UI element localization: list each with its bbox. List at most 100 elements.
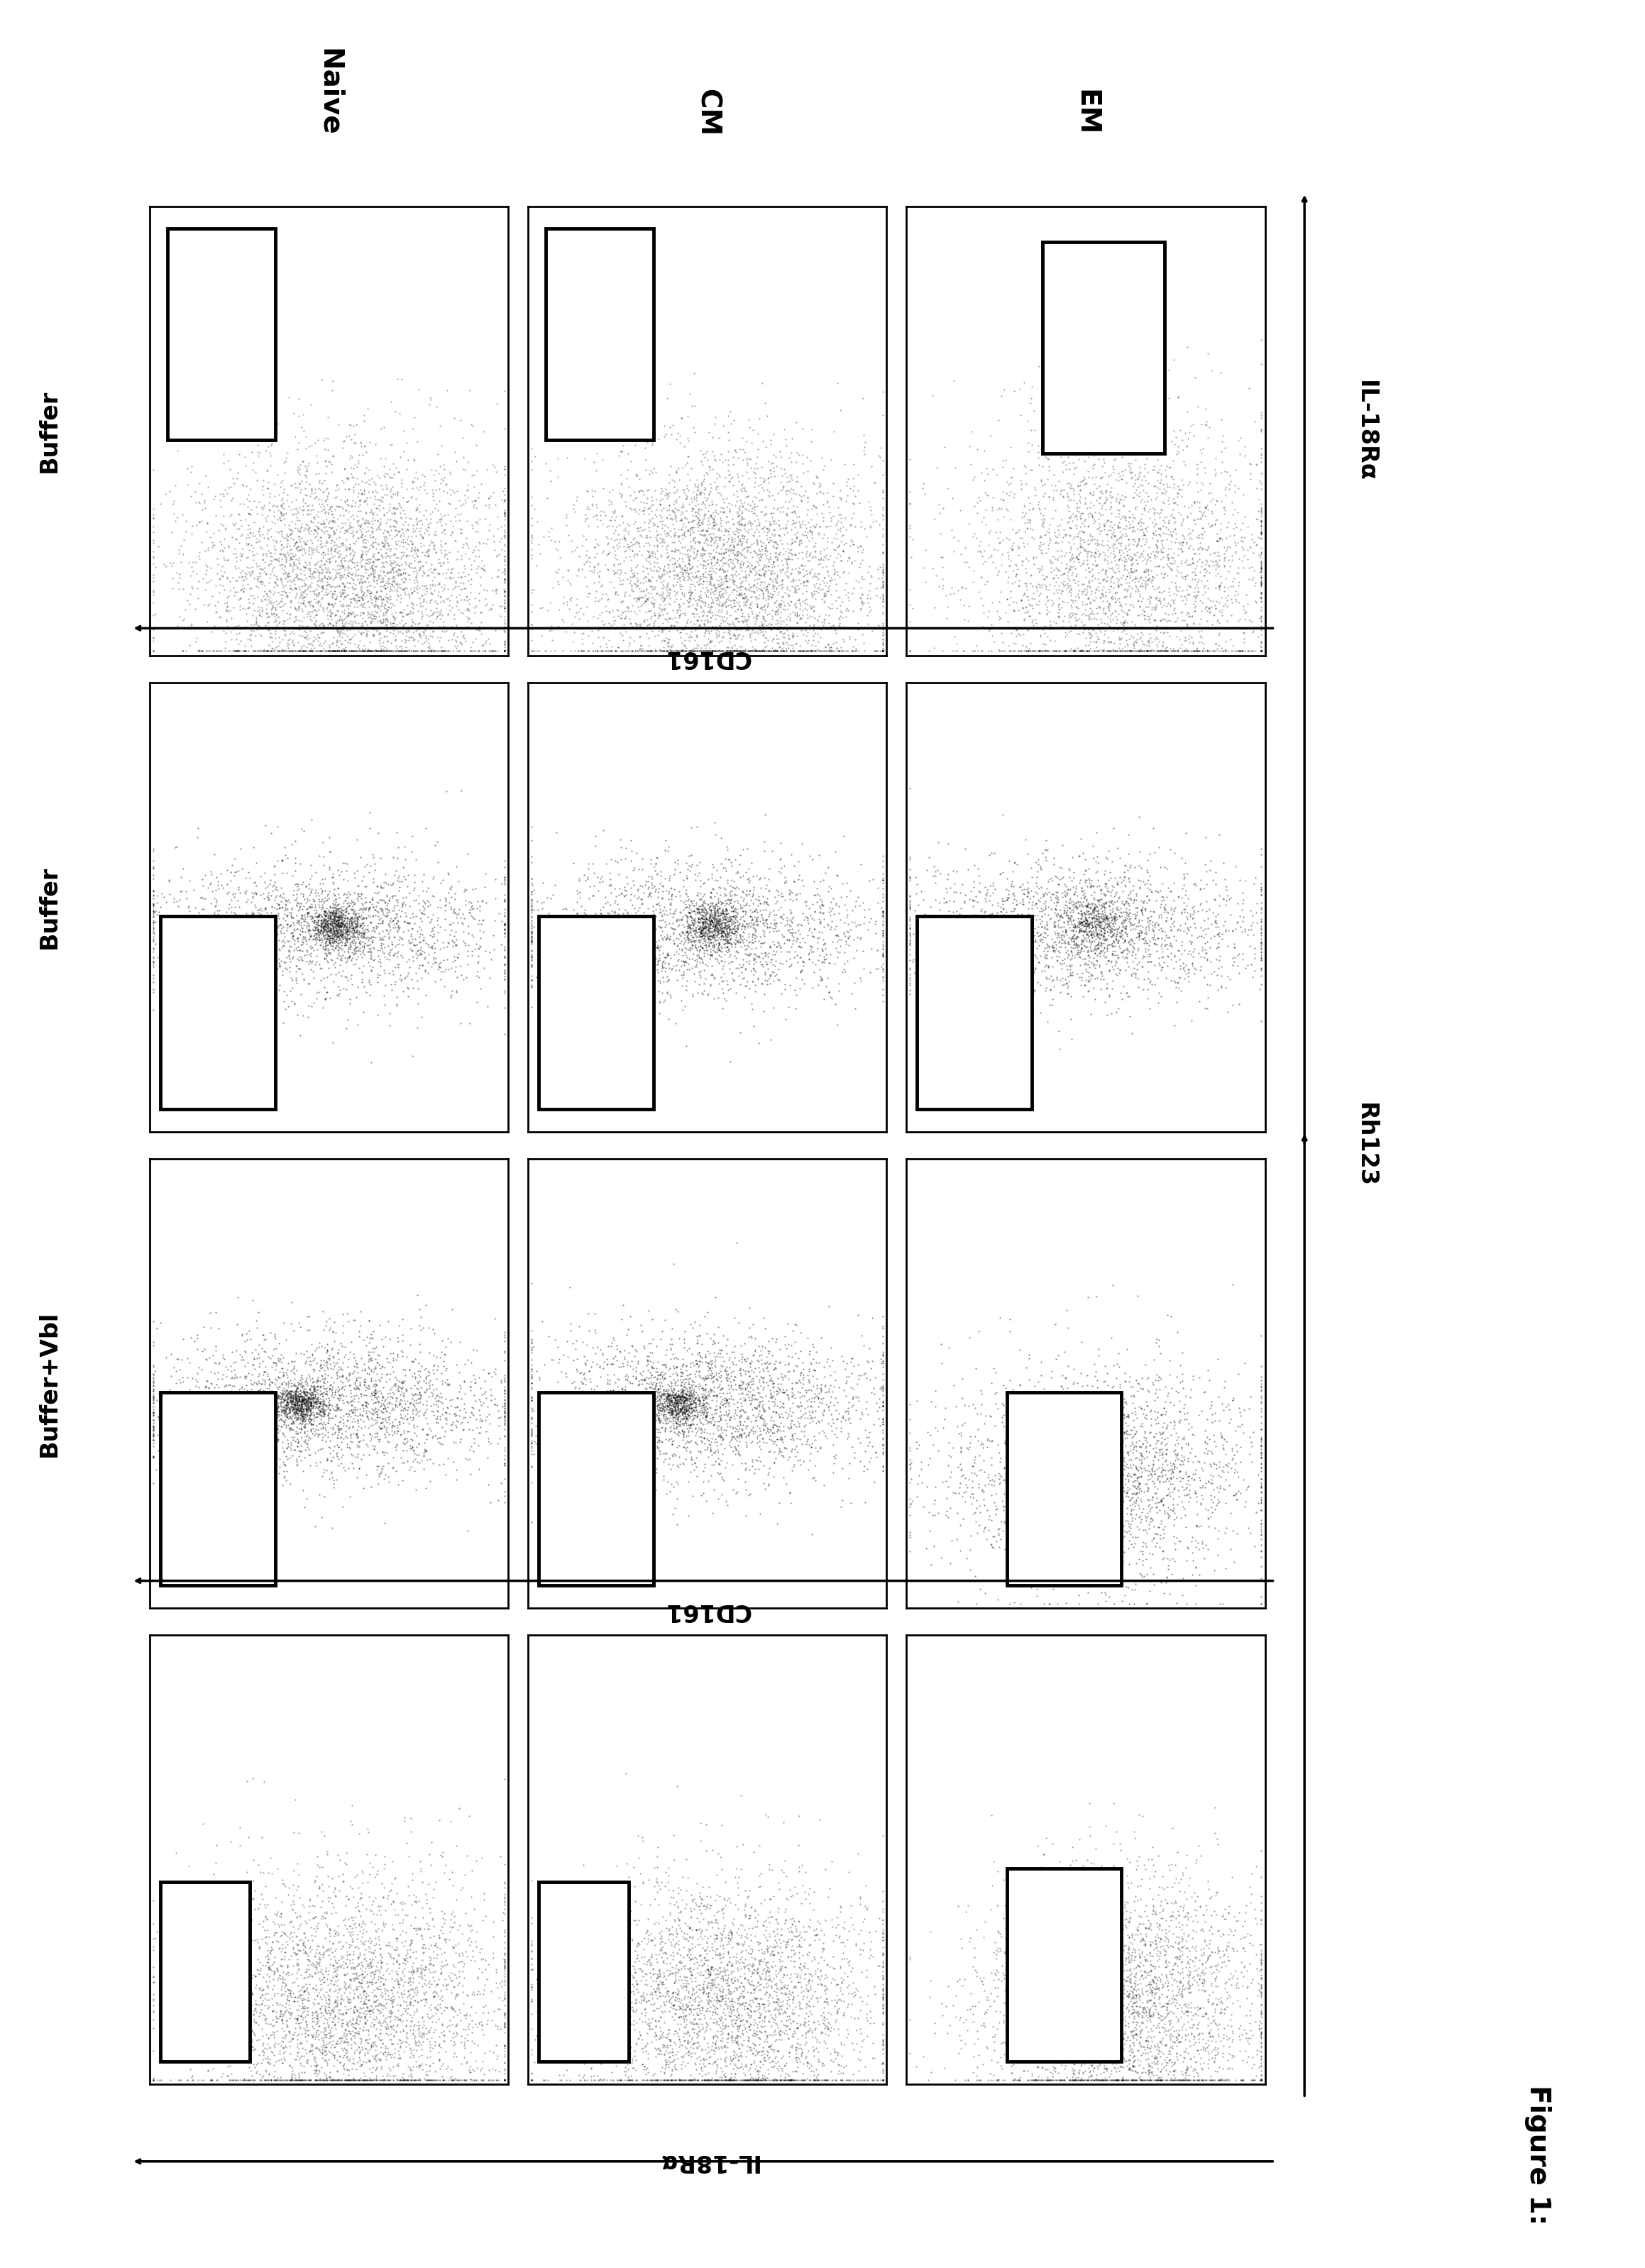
Point bbox=[368, 631, 395, 667]
Point bbox=[390, 1445, 416, 1481]
Point bbox=[962, 1987, 989, 2023]
Point bbox=[1175, 1944, 1201, 1980]
Point bbox=[714, 569, 740, 606]
Point bbox=[1155, 894, 1181, 930]
Point bbox=[283, 569, 309, 606]
Point bbox=[350, 919, 377, 955]
Point bbox=[1222, 578, 1249, 615]
Point bbox=[262, 1955, 288, 1991]
Point bbox=[1017, 599, 1043, 635]
Point bbox=[140, 499, 166, 535]
Point bbox=[308, 903, 334, 939]
Point bbox=[699, 955, 725, 991]
Point bbox=[691, 542, 717, 578]
Point bbox=[349, 900, 375, 937]
Point bbox=[313, 456, 339, 492]
Point bbox=[276, 1399, 303, 1436]
Point bbox=[829, 1399, 855, 1436]
Point bbox=[1003, 905, 1030, 941]
Point bbox=[1081, 2041, 1107, 2077]
Point bbox=[273, 1374, 299, 1411]
Point bbox=[1023, 2062, 1050, 2098]
Point bbox=[1050, 538, 1076, 574]
Point bbox=[1132, 1846, 1158, 1882]
Point bbox=[431, 2014, 457, 2050]
Point bbox=[260, 2034, 286, 2071]
Point bbox=[1035, 1479, 1061, 1515]
Point bbox=[145, 528, 171, 565]
Point bbox=[780, 1978, 806, 2014]
Point bbox=[451, 2009, 477, 2046]
Point bbox=[345, 2014, 372, 2050]
Point bbox=[1227, 2062, 1253, 2098]
Point bbox=[702, 900, 729, 937]
Point bbox=[1104, 1474, 1130, 1510]
Point bbox=[686, 1402, 712, 1438]
Point bbox=[553, 499, 579, 535]
Point bbox=[574, 490, 600, 526]
Point bbox=[1135, 1447, 1161, 1483]
Point bbox=[290, 998, 316, 1034]
Point bbox=[324, 533, 350, 569]
Point bbox=[319, 490, 345, 526]
Point bbox=[607, 1433, 633, 1470]
Point bbox=[1068, 934, 1094, 971]
Point bbox=[429, 544, 456, 581]
Point bbox=[387, 2039, 413, 2075]
Point bbox=[224, 1971, 250, 2007]
Point bbox=[1089, 347, 1115, 383]
Point bbox=[1127, 503, 1153, 540]
Point bbox=[492, 572, 518, 608]
Point bbox=[734, 601, 760, 637]
Point bbox=[696, 633, 722, 669]
Point bbox=[1020, 1982, 1046, 2019]
Point bbox=[304, 912, 331, 948]
Point bbox=[684, 1399, 711, 1436]
Point bbox=[349, 1905, 375, 1941]
Point bbox=[235, 633, 262, 669]
Point bbox=[365, 2041, 392, 2077]
Point bbox=[215, 1422, 242, 1458]
Point bbox=[1120, 2048, 1147, 2084]
Point bbox=[1152, 923, 1178, 959]
Point bbox=[760, 542, 786, 578]
Point bbox=[668, 494, 694, 531]
Point bbox=[1058, 1438, 1084, 1474]
Point bbox=[1132, 2062, 1158, 2098]
Point bbox=[262, 590, 288, 626]
Point bbox=[635, 2007, 661, 2043]
Point bbox=[989, 547, 1015, 583]
Point bbox=[285, 501, 311, 538]
Point bbox=[276, 1440, 303, 1476]
Point bbox=[466, 2005, 492, 2041]
Point bbox=[298, 1386, 324, 1422]
Point bbox=[689, 633, 716, 669]
Point bbox=[276, 1374, 303, 1411]
Point bbox=[283, 1377, 309, 1413]
Point bbox=[245, 891, 271, 928]
Point bbox=[408, 576, 434, 612]
Point bbox=[651, 1440, 678, 1476]
Point bbox=[645, 508, 671, 544]
Point bbox=[706, 923, 732, 959]
Point bbox=[1000, 1919, 1026, 1955]
Point bbox=[651, 1987, 678, 2023]
Point bbox=[413, 2062, 439, 2098]
Point bbox=[755, 578, 781, 615]
Point bbox=[757, 928, 783, 964]
Point bbox=[684, 943, 711, 980]
Point bbox=[678, 1950, 704, 1987]
Point bbox=[1086, 619, 1112, 655]
Point bbox=[701, 928, 727, 964]
Point bbox=[697, 1903, 724, 1939]
Point bbox=[316, 574, 342, 610]
Point bbox=[605, 1361, 632, 1397]
Point bbox=[413, 533, 439, 569]
Point bbox=[1161, 603, 1188, 640]
Point bbox=[1063, 937, 1089, 973]
Point bbox=[1160, 499, 1186, 535]
Point bbox=[288, 1388, 314, 1424]
Point bbox=[791, 1948, 818, 1984]
Point bbox=[1079, 1932, 1105, 1969]
Point bbox=[1153, 1957, 1179, 1994]
